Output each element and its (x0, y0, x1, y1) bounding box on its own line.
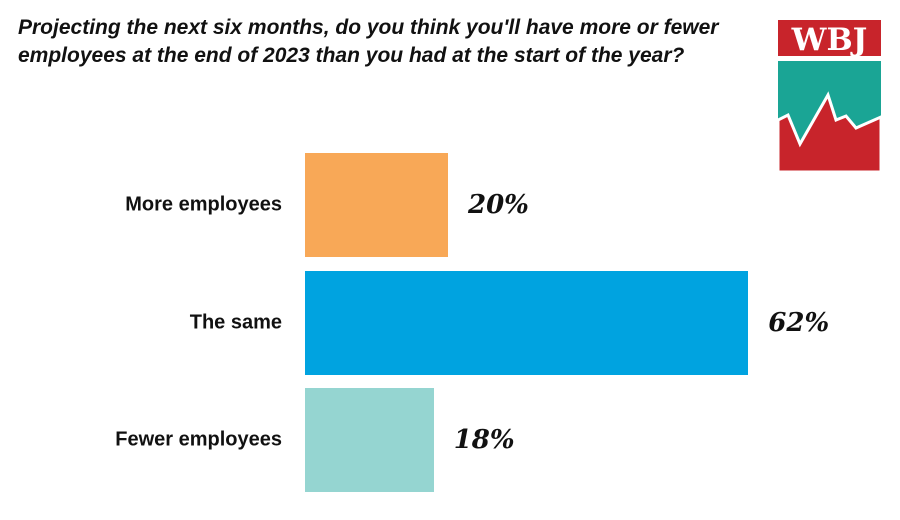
logo-text: WBJ (791, 22, 868, 58)
logo-chart-line (778, 91, 881, 172)
bar-1 (305, 270, 749, 375)
category-label: The same (189, 311, 282, 333)
wbj-logo: WBJ (778, 20, 881, 172)
logo-header (778, 20, 881, 56)
category-label: Fewer employees (115, 428, 282, 451)
value-label: 18% (453, 425, 515, 455)
bar-0 (305, 153, 448, 257)
category-label: More employees (125, 193, 282, 216)
value-label: 62% (768, 307, 830, 338)
value-label: 20% (468, 190, 529, 220)
chart-title: Projecting the next six months, do you t… (18, 16, 719, 67)
bar-2 (305, 388, 434, 492)
